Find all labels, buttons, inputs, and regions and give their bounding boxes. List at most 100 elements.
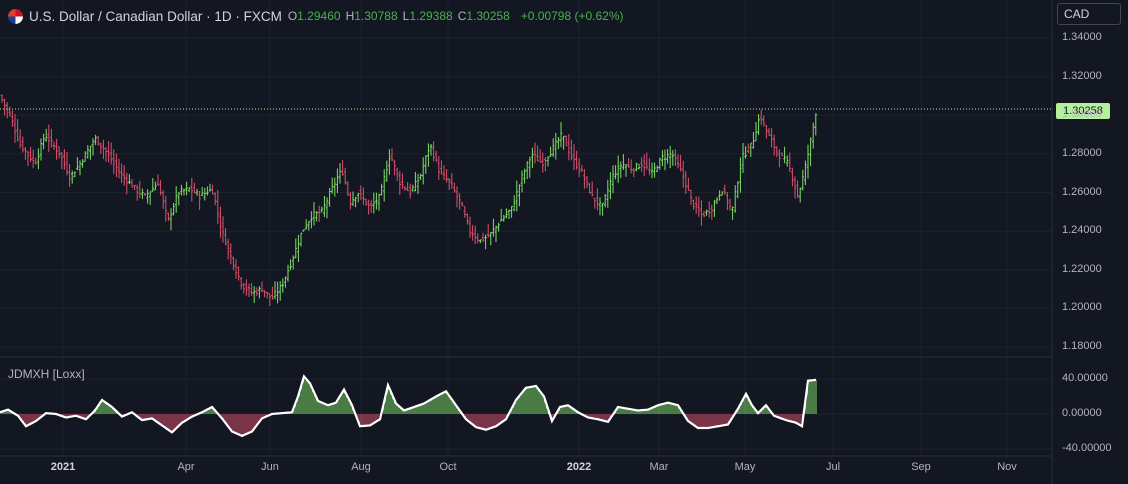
- ohlc-bar: [242, 283, 246, 294]
- ohlc-bar: [351, 191, 355, 207]
- ohlc-bar: [380, 183, 383, 196]
- ohlc-bar: [494, 225, 498, 243]
- ohlc-bar: [497, 222, 500, 232]
- ohlc-bar: [185, 181, 188, 196]
- ohlc-bar: [78, 160, 82, 176]
- ohlc-bar: [551, 138, 555, 157]
- ohlc-bar: [63, 149, 66, 170]
- currency-button[interactable]: CAD: [1057, 3, 1121, 25]
- ohlc-bar: [60, 152, 64, 170]
- ohlc-bar: [278, 281, 282, 301]
- ohlc-bar: [541, 152, 545, 173]
- ohlc-bar: [255, 287, 259, 296]
- ohlc-bar: [778, 149, 781, 168]
- ohlc-bar: [388, 149, 391, 175]
- ohlc-bar: [0, 94, 4, 103]
- ohlc-bar: [398, 170, 402, 195]
- ohlc-bar: [741, 142, 745, 174]
- ohlc-bar: [671, 150, 675, 166]
- ohlc-bar: [193, 182, 196, 194]
- ohlc-bar: [679, 154, 682, 172]
- ohlc-bar: [440, 160, 443, 175]
- ohlc-bar: [286, 264, 290, 282]
- ohlc-bar: [24, 147, 27, 160]
- ohlc-bar: [68, 163, 71, 187]
- ohlc-bar: [83, 151, 87, 162]
- ohlc-bar: [250, 282, 253, 296]
- ohlc-bar: [29, 146, 32, 163]
- close-label: C: [457, 9, 467, 23]
- ohlc-bar: [791, 167, 794, 187]
- ohlc-bar: [562, 135, 565, 150]
- ohlc-bar: [44, 128, 48, 142]
- ohlc-bar: [91, 138, 95, 156]
- ohlc-bar: [476, 233, 480, 244]
- ohlc-bar: [174, 186, 178, 213]
- ohlc-bar: [505, 208, 508, 219]
- ohlc-bar: [94, 134, 97, 146]
- ohlc-bar: [572, 144, 576, 171]
- open-label: O: [287, 9, 298, 23]
- ohlc-bar: [419, 173, 422, 180]
- ohlc-bar: [125, 172, 129, 195]
- ohlc-bar: [401, 173, 404, 189]
- ohlc-bar: [687, 177, 690, 191]
- ohlc-bar: [359, 185, 363, 200]
- ohlc-bar: [284, 276, 287, 288]
- oscillator-tick-label: 40.00000: [1062, 372, 1108, 384]
- ohlc-bar: [567, 133, 571, 161]
- ohlc-bar: [637, 163, 641, 170]
- ohlc-bar: [762, 115, 766, 127]
- ohlc-bar: [13, 113, 17, 143]
- ohlc-bar: [330, 177, 334, 194]
- ohlc-bar: [666, 149, 669, 164]
- price-tick-label: 1.22000: [1062, 262, 1102, 275]
- ohlc-bar: [596, 188, 599, 211]
- ohlc-bar: [307, 220, 311, 231]
- ohlc-bar: [668, 145, 672, 169]
- ohlc-bar: [245, 279, 248, 296]
- ohlc-bar: [312, 202, 316, 226]
- ohlc-bar: [531, 147, 534, 168]
- ohlc-bar: [377, 193, 381, 211]
- ohlc-bar: [414, 171, 417, 192]
- ohlc-bar: [557, 136, 560, 150]
- ohlc-bar: [434, 150, 438, 162]
- ohlc-bar: [661, 150, 664, 167]
- ohlc-bar: [601, 202, 604, 216]
- ohlc-bar: [609, 172, 612, 200]
- ohlc-bar: [317, 205, 321, 222]
- ohlc-bar: [736, 181, 740, 199]
- ohlc-bar: [102, 139, 105, 160]
- ohlc-bar: [681, 160, 685, 188]
- price-bars: [0, 94, 818, 307]
- ohlc-bar: [362, 187, 365, 205]
- time-tick-label: 2021: [50, 461, 76, 473]
- price-tick-label: 1.18000: [1062, 340, 1102, 352]
- time-tick-label: Aug: [351, 461, 371, 473]
- ohlc-bar: [258, 286, 261, 299]
- ohlc-bar: [700, 200, 703, 226]
- ohlc-bar: [408, 183, 412, 199]
- ohlc-bar: [198, 190, 201, 210]
- ohlc-bar: [723, 184, 727, 195]
- ohlc-bar: [21, 136, 25, 153]
- ohlc-bar: [767, 128, 771, 136]
- ohlc-bar: [546, 156, 550, 167]
- oscillator-line: [0, 374, 817, 438]
- ohlc-bar: [203, 187, 207, 201]
- ohlc-bar: [658, 157, 662, 170]
- price-tick-label: 1.20000: [1062, 301, 1102, 314]
- ohlc-bar: [486, 224, 490, 238]
- price-tick-label: 1.24000: [1062, 224, 1102, 237]
- indicator-label[interactable]: JDMXH [Loxx]: [8, 367, 85, 381]
- ohlc-bar: [603, 194, 607, 208]
- ohlc-bar: [177, 192, 181, 206]
- symbol-title[interactable]: U.S. Dollar / Canadian Dollar · 1D · FXC…: [29, 8, 282, 24]
- ohlc-bar: [593, 197, 597, 209]
- ohlc-bar: [692, 199, 695, 210]
- ohlc-bar: [468, 216, 472, 238]
- ohlc-bar: [577, 158, 581, 178]
- ohlc-bar: [804, 160, 807, 186]
